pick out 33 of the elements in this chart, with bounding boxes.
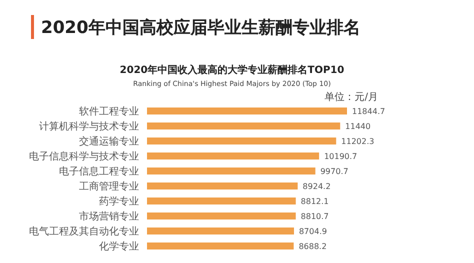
bar [147, 168, 316, 174]
bar [147, 152, 320, 160]
bar [147, 212, 296, 220]
data-label: 11202.3 [341, 137, 374, 146]
bar [147, 242, 294, 250]
data-label: 8688.2 [298, 242, 327, 251]
data-label: 8810.7 [300, 212, 329, 221]
y-tick-label: 电子信息科学与技术专业 [29, 150, 139, 162]
y-tick-label: 计算机科学与技术专业 [39, 120, 139, 132]
chart-title: 2020年中国高校应届毕业生薪酬专业排名 [41, 18, 360, 38]
y-tick-label: 软件工程专业 [79, 106, 139, 118]
data-label: 8704.9 [298, 227, 327, 236]
y-tick-label: 工商管理专业 [79, 180, 139, 192]
bar [147, 182, 298, 190]
y-tick-label: 电气工程及其自动化专业 [29, 226, 139, 238]
y-tick-label: 电子信息工程专业 [59, 166, 139, 178]
data-label: 8812.1 [300, 197, 329, 206]
bar [147, 198, 296, 204]
data-label: 11844.7 [352, 107, 386, 116]
bar [147, 138, 336, 144]
y-tick-label: 药学专业 [99, 196, 139, 208]
data-label: 9970.7 [320, 167, 348, 176]
data-label: 11440 [345, 122, 371, 131]
data-label: 8924.2 [302, 182, 331, 191]
y-tick-label: 市场营销专业 [79, 210, 139, 222]
chart-subtitle: 2020年中国收入最高的大学专业薪酬排名TOP10 [120, 64, 344, 76]
bar [147, 122, 340, 130]
bar [147, 228, 294, 234]
data-label: 10190.7 [324, 152, 358, 161]
bar [147, 108, 347, 114]
text: 单位：元/月 [324, 91, 378, 103]
y-tick-label: 化学专业 [99, 240, 139, 252]
y-tick-label: 交通运输专业 [79, 136, 139, 148]
